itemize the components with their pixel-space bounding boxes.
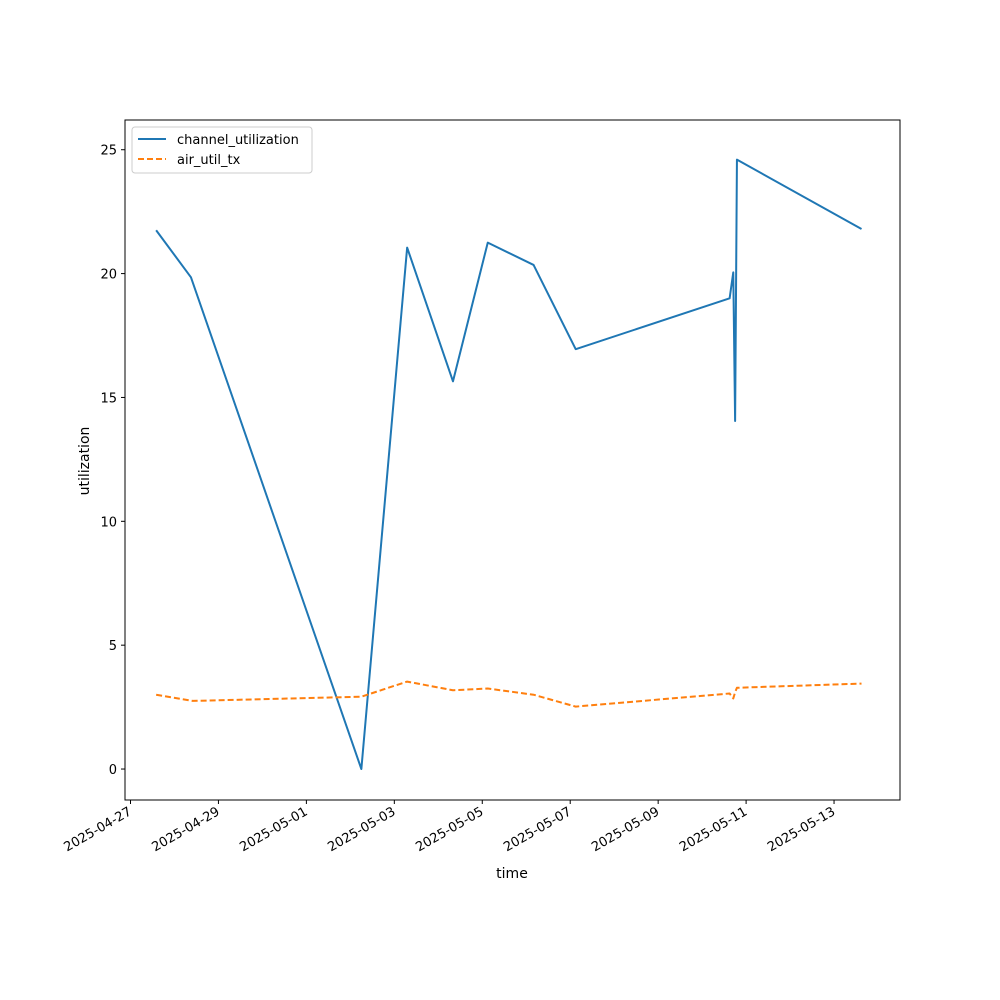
- y-tick-label: 10: [100, 515, 117, 530]
- y-tick-label: 25: [100, 144, 117, 159]
- legend-label-channel-utilization: channel_utilization: [177, 133, 299, 148]
- legend: channel_utilization air_util_tx: [131, 126, 313, 174]
- x-tick-label: 2025-04-27: [62, 804, 135, 855]
- x-axis: 2025-04-27 2025-04-29 2025-05-01 2025-05-03…: [62, 800, 838, 855]
- x-tick-label: 2025-05-01: [237, 804, 310, 855]
- plot-frame: [124, 119, 901, 801]
- x-tick-label: 2025-05-07: [501, 804, 574, 855]
- plot-background: [125, 120, 900, 800]
- y-tick-label: 15: [100, 391, 117, 406]
- y-axis-label: utilization: [77, 427, 93, 496]
- x-axis-label: time: [496, 866, 528, 882]
- y-tick-label: 0: [109, 763, 117, 778]
- series-layer: [155, 158, 863, 771]
- y-tick-label: 5: [109, 639, 117, 654]
- legend-box: [131, 126, 313, 174]
- y-axis: 0 5 10 15 20 25: [100, 144, 125, 778]
- x-tick-label: 2025-05-13: [765, 804, 838, 855]
- x-tick-label: 2025-05-05: [413, 804, 486, 855]
- y-tick-label: 20: [100, 268, 117, 283]
- x-tick-label: 2025-04-29: [150, 804, 223, 855]
- series-line-channel-utilization: [155, 158, 863, 771]
- series-line-air-util-tx: [155, 680, 862, 708]
- legend-label-air-util-tx: air_util_tx: [177, 153, 241, 168]
- x-tick-label: 2025-05-11: [677, 804, 750, 855]
- x-tick-label: 2025-05-03: [325, 804, 398, 855]
- x-tick-label: 2025-05-09: [589, 804, 662, 855]
